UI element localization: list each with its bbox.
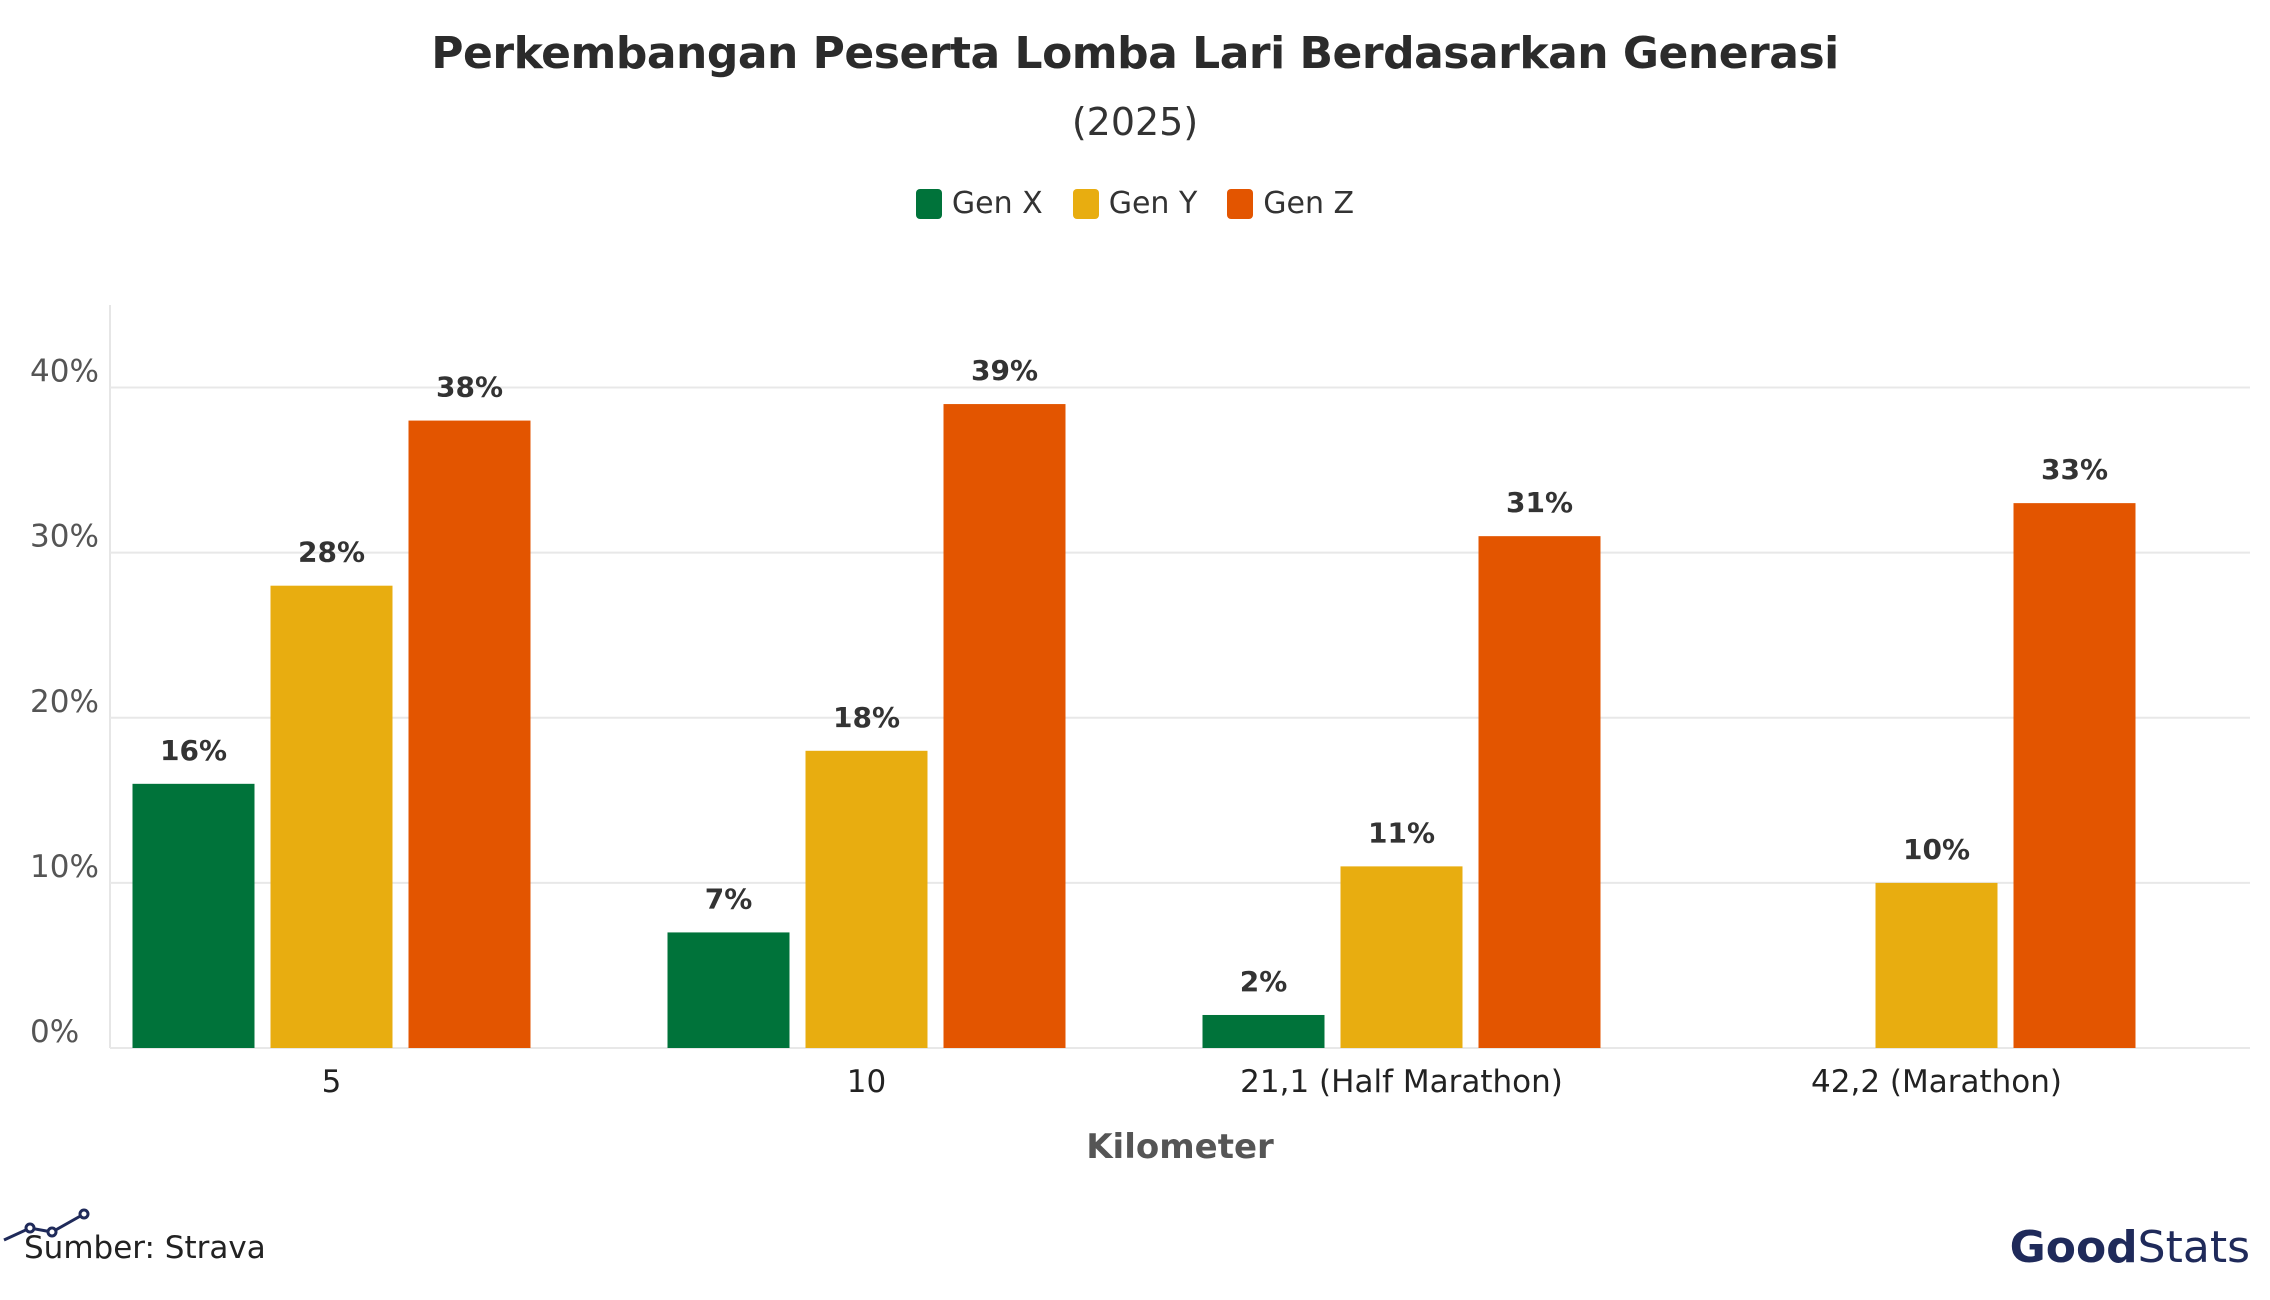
bar	[1202, 1014, 1325, 1048]
legend-label-gen-x: Gen X	[951, 186, 1043, 221]
legend-item-gen-y: Gen Y	[1072, 186, 1198, 221]
data-label: 16%	[160, 734, 227, 767]
legend-item-gen-x: Gen X	[915, 186, 1043, 221]
bar	[2013, 503, 2136, 1049]
logo-part-good: Good	[2009, 1222, 2138, 1273]
y-tick-label: 30%	[30, 519, 99, 555]
bar	[1340, 866, 1463, 1048]
legend-label-gen-z: Gen Z	[1263, 186, 1355, 221]
x-tick-label: 10	[847, 1064, 886, 1100]
legend-swatch-gen-y	[1072, 188, 1099, 219]
y-tick-label: 20%	[30, 684, 99, 720]
data-label: 18%	[833, 701, 900, 734]
bar	[1478, 536, 1601, 1048]
data-label: 7%	[705, 882, 753, 915]
bar	[408, 420, 531, 1049]
legend-item-gen-z: Gen Z	[1227, 186, 1354, 221]
data-label: 10%	[1903, 833, 1970, 866]
bar	[943, 404, 1066, 1049]
legend: Gen X Gen Y Gen Z	[0, 186, 2270, 221]
data-label: 28%	[298, 536, 365, 569]
y-tick-label: 10%	[30, 849, 99, 885]
data-label: 39%	[971, 354, 1038, 387]
bar	[270, 585, 393, 1048]
legend-swatch-gen-x	[915, 188, 942, 219]
goodstats-logo-mark-icon	[3, 1208, 90, 1242]
x-tick-label: 5	[322, 1064, 342, 1100]
source-note: Sumber: Strava	[24, 1230, 266, 1266]
data-label: 31%	[1506, 486, 1573, 519]
x-axis-title: Kilometer	[1086, 1127, 1274, 1167]
data-label: 38%	[436, 371, 503, 404]
logo-part-stats: Stats	[2137, 1222, 2250, 1273]
y-tick-label: 40%	[30, 354, 99, 390]
chart-title: Perkembangan Peserta Lomba Lari Berdasar…	[431, 28, 1839, 79]
bar	[1875, 882, 1998, 1048]
goodstats-logo: GoodStats	[2010, 1222, 2250, 1273]
legend-label-gen-y: Gen Y	[1108, 186, 1198, 221]
data-label: 2%	[1240, 965, 1288, 998]
legend-swatch-gen-z	[1227, 188, 1254, 219]
x-tick-label: 42,2 (Marathon)	[1811, 1064, 2062, 1100]
bar	[667, 932, 790, 1048]
data-label: 33%	[2041, 453, 2108, 486]
data-label: 11%	[1368, 816, 1435, 849]
y-tick-label: 0%	[30, 1014, 79, 1050]
x-tick-label: 21,1 (Half Marathon)	[1240, 1064, 1563, 1100]
chart-subtitle: (2025)	[1071, 100, 1199, 144]
bar	[805, 750, 928, 1048]
bar	[132, 783, 255, 1048]
